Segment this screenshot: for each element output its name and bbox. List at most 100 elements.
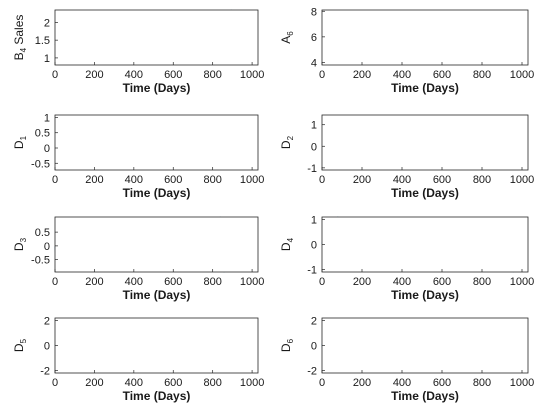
axes-frame (54, 317, 259, 374)
x-tick-label: 200 (85, 377, 103, 389)
y-axis-label: D5 (12, 338, 28, 352)
y-axis-label: D6 (279, 338, 295, 352)
y-tick-label: -0.5 (31, 158, 50, 170)
x-axis-label: Time (Days) (391, 81, 459, 95)
x-tick-label: 600 (433, 276, 451, 288)
y-axis-label: B4 Sales (12, 15, 28, 61)
axes-frame (54, 216, 259, 273)
x-tick-label: 0 (52, 377, 58, 389)
x-axis-label: Time (Days) (123, 81, 191, 95)
x-tick-label: 1000 (240, 276, 264, 288)
y-tick-label: 1 (311, 215, 317, 227)
y-tick-label: 0 (44, 143, 50, 155)
y-axis-label: D4 (279, 237, 295, 251)
x-tick-label: 400 (125, 377, 143, 389)
y-tick-label: 1 (311, 120, 317, 132)
y-tick-label: 2 (44, 316, 50, 328)
y-axis-label: D1 (12, 135, 28, 149)
x-tick-label: 0 (52, 276, 58, 288)
x-tick-label: 0 (319, 377, 325, 389)
x-tick-label: 800 (473, 276, 491, 288)
x-tick-label: 800 (203, 377, 221, 389)
x-tick-label: 800 (203, 69, 221, 81)
x-tick-label: 800 (473, 174, 491, 186)
x-tick-label: 400 (393, 276, 411, 288)
x-tick-label: 200 (353, 174, 371, 186)
y-tick-label: 0 (311, 341, 317, 353)
x-tick-label: 600 (433, 69, 451, 81)
axes-frame (321, 114, 529, 171)
x-tick-label: 200 (85, 276, 103, 288)
y-tick-label: -2 (40, 366, 50, 378)
x-tick-label: 0 (52, 69, 58, 81)
x-tick-label: 600 (164, 377, 182, 389)
x-tick-label: 200 (353, 276, 371, 288)
x-tick-label: 1000 (240, 377, 264, 389)
subplot-1: 0 200 400 600 800 1000 1 1.5 2 Time (Days) B4 Sale… (12, 9, 264, 95)
x-tick-label: 800 (473, 69, 491, 81)
x-tick-label: 0 (319, 276, 325, 288)
x-tick-label: 800 (203, 276, 221, 288)
y-tick-label: 1.5 (35, 35, 50, 47)
y-tick-label: -1 (307, 265, 317, 277)
x-axis-label: Time (Days) (123, 389, 191, 403)
x-tick-label: 1000 (510, 174, 534, 186)
x-tick-label: 1000 (240, 69, 264, 81)
y-tick-label: 0.5 (35, 128, 50, 140)
x-tick-label: 1000 (510, 377, 534, 389)
y-tick-label: 0.5 (35, 227, 50, 239)
x-tick-label: 1000 (240, 174, 264, 186)
x-axis-label: Time (Days) (391, 288, 459, 302)
x-tick-label: 0 (319, 174, 325, 186)
x-axis-label: Time (Days) (391, 186, 459, 200)
y-tick-label: 1 (44, 53, 50, 65)
x-tick-label: 600 (433, 377, 451, 389)
y-axis-label: A6 (279, 31, 295, 44)
x-tick-label: 600 (164, 276, 182, 288)
x-tick-label: 600 (164, 69, 182, 81)
y-tick-label: 0 (311, 240, 317, 252)
y-tick-label: -2 (307, 366, 317, 378)
x-tick-label: 600 (164, 174, 182, 186)
x-tick-label: 400 (125, 174, 143, 186)
axes-frame (54, 9, 259, 66)
x-tick-label: 200 (353, 377, 371, 389)
x-tick-label: 600 (433, 174, 451, 186)
y-tick-label: 8 (311, 6, 317, 18)
axes-frame (321, 317, 529, 374)
x-axis-label: Time (Days) (391, 389, 459, 403)
x-tick-label: 200 (85, 69, 103, 81)
x-tick-label: 1000 (510, 69, 534, 81)
y-tick-label: 0 (44, 341, 50, 353)
y-tick-label: 6 (311, 32, 317, 44)
x-tick-label: 200 (353, 69, 371, 81)
x-tick-label: 0 (52, 174, 58, 186)
axes-frame (54, 114, 259, 171)
y-tick-label: 0 (44, 241, 50, 253)
y-tick-label: 2 (44, 17, 50, 29)
x-tick-label: 400 (125, 69, 143, 81)
y-axis-label: D2 (279, 135, 295, 149)
axes-frame (321, 216, 529, 273)
x-tick-label: 800 (203, 174, 221, 186)
x-axis-label: Time (Days) (123, 186, 191, 200)
x-tick-label: 1000 (510, 276, 534, 288)
x-tick-label: 400 (393, 174, 411, 186)
x-tick-label: 400 (393, 69, 411, 81)
axes-frame (321, 9, 529, 66)
y-tick-label: 4 (311, 57, 317, 69)
x-tick-label: 0 (319, 69, 325, 81)
subplot-2: 0 200 400 600 800 1000 4 6 8 Time (Days) A6 (279, 6, 534, 95)
y-tick-label: -1 (307, 163, 317, 175)
y-axis-label: D3 (12, 237, 28, 251)
y-tick-label: 2 (311, 316, 317, 328)
x-tick-label: 400 (393, 377, 411, 389)
y-tick-label: 0 (311, 141, 317, 153)
